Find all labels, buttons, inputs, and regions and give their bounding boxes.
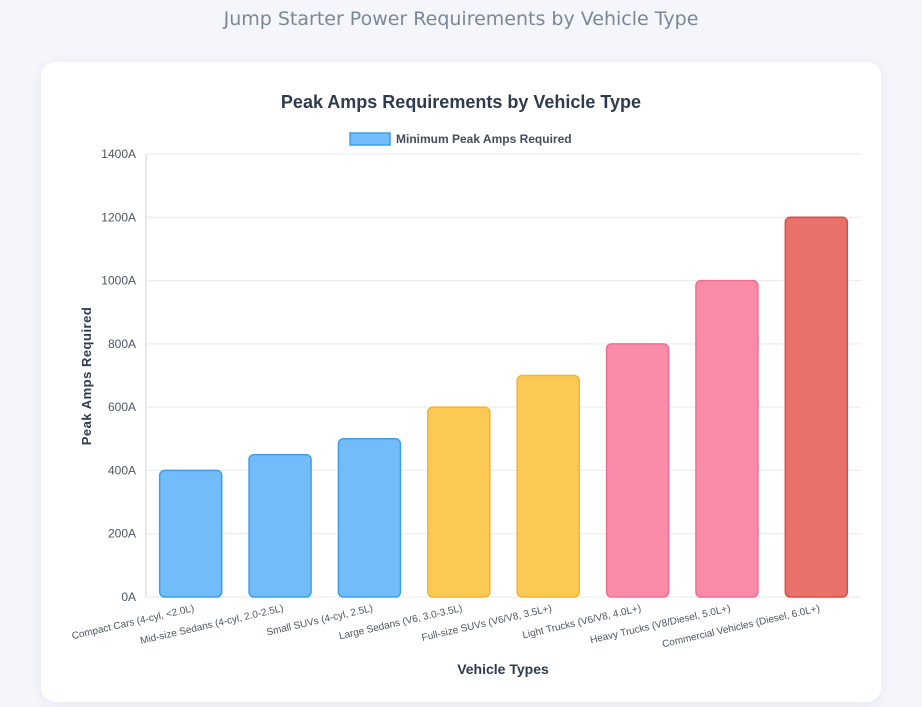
- bar[interactable]: [516, 374, 580, 598]
- x-axis-ticks: Compact Cars (4-cyl, <2.0L)Mid-size Seda…: [71, 603, 821, 650]
- y-tick-label: 1400A: [101, 147, 136, 161]
- bar[interactable]: [337, 438, 402, 598]
- bars: [158, 216, 849, 598]
- y-tick-label: 1000A: [101, 274, 136, 288]
- y-axis-label: Peak Amps Required: [79, 307, 94, 446]
- bar[interactable]: [695, 279, 759, 598]
- bar[interactable]: [605, 343, 670, 598]
- bar[interactable]: [427, 406, 491, 598]
- legend-label: Minimum Peak Amps Required: [396, 132, 572, 146]
- legend[interactable]: Minimum Peak Amps Required: [349, 132, 572, 146]
- y-tick-label: 0A: [121, 590, 136, 604]
- bar[interactable]: [158, 469, 223, 598]
- y-axis-ticks: 0A 200A 400A 600A 800A 1000A 1200A 1400A: [101, 147, 136, 604]
- bar-chart: Peak Amps Requirements by Vehicle Type M…: [71, 92, 861, 677]
- bar[interactable]: [784, 216, 849, 598]
- chart-title: Peak Amps Requirements by Vehicle Type: [281, 92, 641, 112]
- x-axis-label: Vehicle Types: [457, 661, 549, 677]
- y-tick-label: 600A: [108, 400, 136, 414]
- y-tick-label: 400A: [108, 463, 136, 477]
- chart-card: Peak Amps Requirements by Vehicle Type M…: [41, 62, 881, 702]
- x-tick-label: Commercial Vehicles (Diesel, 6.0L+): [661, 603, 821, 650]
- legend-swatch: [349, 132, 391, 146]
- bar[interactable]: [248, 453, 312, 598]
- page-title: Jump Starter Power Requirements by Vehic…: [223, 8, 699, 30]
- y-tick-label: 1200A: [101, 210, 136, 224]
- y-tick-label: 800A: [108, 337, 136, 351]
- y-tick-label: 200A: [108, 527, 136, 541]
